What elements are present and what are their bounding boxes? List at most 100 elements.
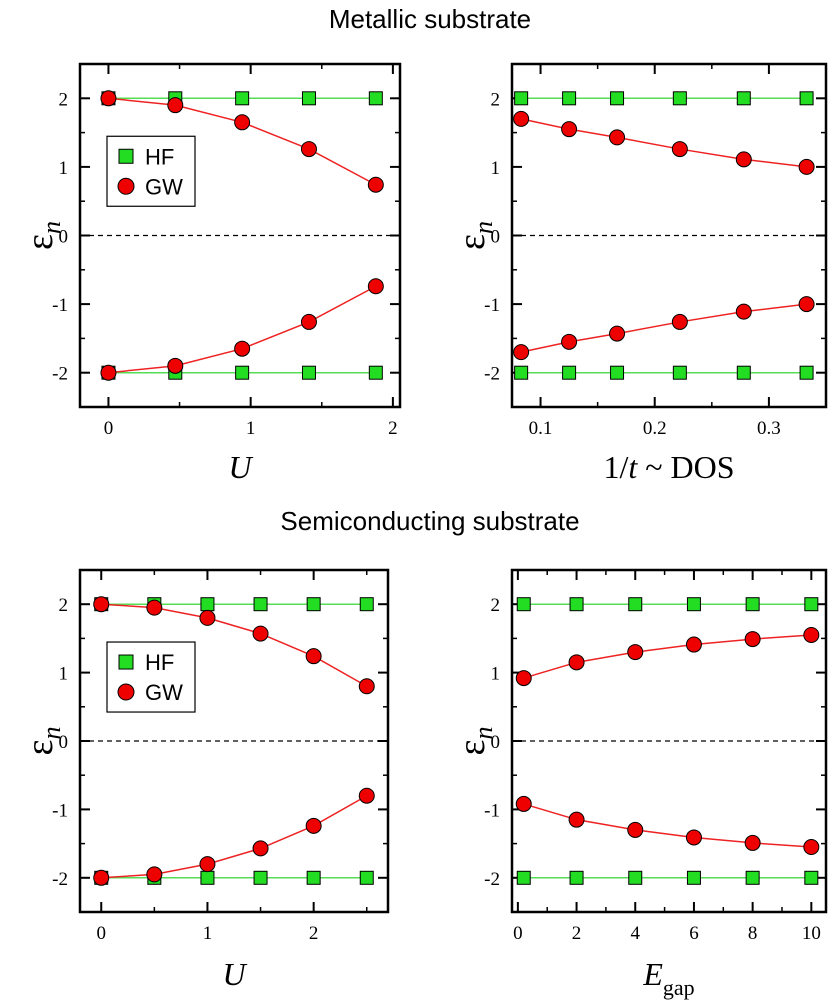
y-tick-label: -1 — [52, 295, 68, 316]
x-tick-label: 0.1 — [529, 418, 553, 439]
x-axis-label: Egap — [642, 956, 694, 1000]
y-tick-label: 0 — [491, 732, 501, 753]
hf-point — [672, 365, 687, 380]
legend-box — [106, 641, 196, 713]
gw-point — [627, 644, 644, 661]
x-tick-label: 8 — [748, 923, 758, 944]
gw-point — [100, 90, 117, 107]
hf-point — [686, 870, 701, 885]
y-axis-label: εn — [451, 221, 498, 250]
y-tick-label: 2 — [59, 595, 69, 616]
hf-point — [628, 597, 643, 612]
panel-2: -2 -1 0 1 2 0.1 0.2 0.3 εn 1/t ~ DOS — [451, 62, 828, 485]
gw-point — [367, 278, 384, 295]
legend-box — [106, 135, 196, 207]
y-tick-label: 1 — [491, 664, 501, 685]
gw-point — [515, 795, 532, 812]
plot-frame — [78, 62, 402, 409]
x-tick-label: 2 — [572, 923, 582, 944]
gw-point — [234, 114, 251, 131]
series-line-gw — [523, 803, 812, 848]
y-tick-label: 1 — [59, 158, 69, 179]
gw-point — [671, 141, 688, 158]
y-tick-label: 0 — [59, 227, 69, 248]
gw-point — [803, 839, 820, 856]
gw-point — [300, 313, 317, 330]
x-tick-label: 1 — [246, 418, 256, 439]
gw-point — [513, 110, 530, 127]
hf-point — [516, 597, 531, 612]
x-axis-label: U — [222, 956, 247, 992]
gw-point — [561, 333, 578, 350]
gw-point — [167, 97, 184, 114]
x-tick-label: 0.2 — [643, 418, 667, 439]
hf-point — [301, 365, 316, 380]
legend-gw-label: GW — [145, 174, 183, 199]
panel-4: -2 -1 0 1 2 0 2 4 6 8 10 εn Egap — [451, 568, 828, 1000]
hf-point — [672, 91, 687, 106]
gw-point — [627, 821, 644, 838]
gw-point — [252, 840, 269, 857]
x-axis-label: U — [228, 449, 253, 485]
y-tick-label: 1 — [491, 158, 501, 179]
gw-point — [735, 303, 752, 320]
legend: HF GW — [106, 641, 196, 713]
gw-point — [167, 357, 184, 374]
hf-point — [514, 91, 529, 106]
y-axis-label: εn — [19, 221, 66, 250]
hf-point — [736, 91, 751, 106]
series-line-gw — [523, 634, 812, 679]
gw-point — [798, 296, 815, 313]
series-line-gw — [108, 285, 377, 374]
x-tick-label: 0.3 — [757, 418, 781, 439]
legend-hf-marker — [118, 654, 134, 670]
gw-point — [300, 141, 317, 158]
ticks: -2 -1 0 1 2 0 2 4 6 8 10 — [484, 570, 826, 944]
hf-point — [306, 870, 321, 885]
series-line-gw — [520, 303, 807, 353]
hf-point — [628, 870, 643, 885]
hf-point — [799, 365, 814, 380]
y-tick-label: -1 — [52, 800, 68, 821]
y-tick-label: -1 — [484, 800, 500, 821]
x-tick-label: 2 — [388, 418, 398, 439]
panel-3: -2 -1 0 1 2 0 1 2 εn U HF GW — [19, 568, 390, 992]
y-tick-label: 2 — [491, 595, 501, 616]
gw-point — [199, 609, 216, 626]
hf-point — [514, 365, 529, 380]
y-tick-label: 1 — [59, 664, 69, 685]
gw-point — [744, 631, 761, 648]
legend-gw-marker — [117, 177, 135, 195]
hf-point — [804, 870, 819, 885]
hf-point — [235, 365, 250, 380]
panel-1: -2 -1 0 1 2 0 1 2 εn U HF GW — [19, 62, 402, 485]
x-tick-label: 0 — [96, 923, 106, 944]
legend-hf-label: HF — [145, 144, 174, 169]
legend-hf-marker — [118, 148, 134, 164]
series-line-gw — [520, 118, 807, 168]
plot-frame — [510, 62, 828, 409]
y-tick-label: -2 — [52, 364, 68, 385]
hf-point — [359, 597, 374, 612]
gw-point — [234, 340, 251, 357]
gw-point — [568, 654, 585, 671]
gw-point — [367, 176, 384, 193]
gw-point — [146, 599, 163, 616]
x-tick-label: 6 — [689, 923, 699, 944]
hf-point — [253, 870, 268, 885]
gw-point — [609, 325, 626, 342]
hf-point — [799, 91, 814, 106]
hf-point — [235, 91, 250, 106]
gw-point — [744, 834, 761, 851]
legend-gw-label: GW — [145, 680, 183, 705]
plot-frame — [78, 568, 390, 914]
y-tick-label: -2 — [52, 869, 68, 890]
hf-point — [200, 597, 215, 612]
hf-point — [200, 870, 215, 885]
bottom-section-title: Semiconducting substrate — [280, 506, 579, 536]
gw-point — [252, 625, 269, 642]
y-tick-label: 2 — [491, 89, 501, 110]
hf-point — [804, 597, 819, 612]
x-tick-label: 4 — [631, 923, 641, 944]
